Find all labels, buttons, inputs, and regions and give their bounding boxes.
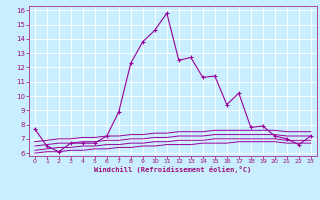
X-axis label: Windchill (Refroidissement éolien,°C): Windchill (Refroidissement éolien,°C) (94, 166, 252, 173)
